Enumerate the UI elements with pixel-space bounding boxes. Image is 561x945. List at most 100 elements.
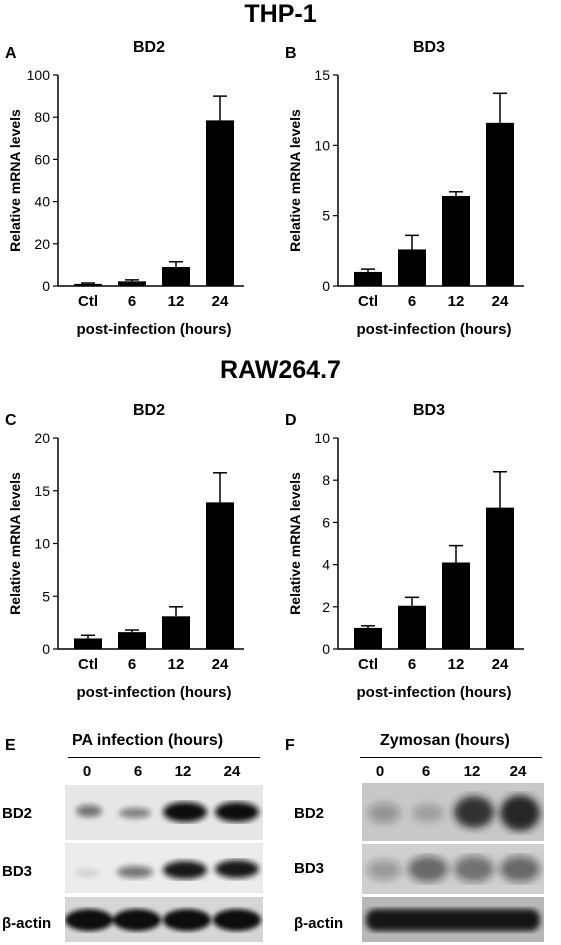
- blot-f-lane-2: 12: [463, 763, 481, 780]
- band: [213, 909, 261, 931]
- panel-label-e: E: [5, 737, 16, 754]
- blot-f-title: Zymosan (hours): [380, 732, 510, 749]
- x-tick-label: 6: [408, 293, 416, 310]
- x-axis-label: post-infection (hours): [77, 321, 232, 338]
- y-tick-label: 10: [34, 536, 50, 552]
- y-tick-label: 60: [34, 151, 50, 167]
- blot-f-strip-bd3: [362, 844, 544, 894]
- band: [408, 856, 448, 882]
- band: [119, 808, 151, 818]
- x-axis-label: post-infection (hours): [357, 684, 512, 701]
- y-tick-label: 0: [42, 278, 50, 294]
- y-tick-label: 20: [34, 430, 50, 446]
- y-tick-label: 8: [322, 472, 330, 488]
- panel-label-c: C: [5, 412, 17, 429]
- blot-f-rule: [360, 757, 542, 758]
- x-tick-label: 6: [128, 656, 136, 673]
- chart-c: BD2 0 5 10 15 20 Relative mRNA levels Ctl 6 12 24 p…: [7, 402, 244, 701]
- blot-f: Zymosan (hours) 0 6 12 24 BD2 BD3 β-acti…: [280, 730, 561, 945]
- x-tick-label: Ctl: [358, 656, 378, 673]
- blot-f-strip-actin: [362, 897, 544, 942]
- bar: [442, 195, 470, 286]
- band: [215, 802, 259, 822]
- y-axis-label: Relative mRNA levels: [287, 472, 303, 615]
- blot-e: PA infection (hours) 0 6 12 24 BD2 BD3 β…: [0, 730, 280, 945]
- bar: [398, 605, 426, 649]
- blot-e-lane-1: 6: [133, 763, 143, 780]
- y-tick-label: 2: [322, 599, 330, 615]
- chart-title: BD3: [413, 39, 445, 56]
- y-tick-label: 0: [42, 641, 50, 657]
- y-tick-label: 100: [27, 67, 51, 83]
- bar: [206, 120, 234, 287]
- x-tick-label: 6: [128, 293, 136, 310]
- panel-label-a: A: [5, 45, 17, 62]
- blot-f-label-actin: β-actin: [294, 915, 344, 932]
- x-tick-label: 12: [168, 293, 185, 310]
- y-tick-label: 40: [34, 194, 50, 210]
- x-tick-label: 24: [212, 293, 229, 310]
- x-tick-label: 24: [492, 293, 509, 310]
- band: [368, 803, 400, 823]
- y-tick-label: 15: [314, 67, 330, 83]
- chart-title: BD3: [413, 402, 445, 419]
- blot-f-lane-1: 6: [421, 763, 431, 780]
- y-axis-label: Relative mRNA levels: [7, 472, 23, 615]
- x-tick-label: 12: [168, 656, 185, 673]
- bar: [354, 271, 382, 286]
- y-axis-label: Relative mRNA levels: [287, 109, 303, 252]
- blot-e-strip-actin: [65, 897, 263, 942]
- blot-f-strip-bd2: [362, 783, 544, 841]
- bar: [486, 507, 514, 649]
- band: [117, 866, 153, 878]
- band: [65, 909, 113, 931]
- band: [454, 856, 494, 882]
- band: [367, 860, 401, 880]
- bar: [74, 638, 102, 649]
- bar: [74, 283, 102, 286]
- blot-e-title: PA infection (hours): [72, 732, 224, 749]
- bar: [486, 122, 514, 287]
- x-tick-label: 24: [492, 656, 509, 673]
- blot-e-lane-2: 12: [174, 763, 192, 780]
- y-axis-label: Relative mRNA levels: [7, 109, 23, 252]
- bar: [442, 562, 470, 649]
- blot-e-strip-bd2: [65, 785, 263, 840]
- band: [500, 795, 540, 831]
- blot-e-lane-3: 24: [223, 763, 241, 780]
- y-tick-label: 10: [314, 137, 330, 153]
- chart-title: BD2: [133, 402, 165, 419]
- x-tick-label: 12: [448, 293, 465, 310]
- bar: [118, 281, 146, 286]
- band: [412, 804, 444, 822]
- band: [163, 861, 207, 879]
- panel-label-b: B: [285, 45, 297, 62]
- x-tick-label: 12: [448, 656, 465, 673]
- blot-f-label-bd2: BD2: [294, 805, 325, 822]
- chart-a: BD2 0 20 40 60 80 100 Relative mRNA levels Ctl 6 1…: [7, 39, 244, 338]
- band: [76, 805, 102, 817]
- y-tick-label: 15: [34, 483, 50, 499]
- y-tick-label: 0: [322, 641, 330, 657]
- bar: [162, 616, 190, 649]
- band: [500, 856, 540, 882]
- panel-label-f: F: [285, 737, 295, 754]
- blot-e-rule: [68, 757, 260, 758]
- blot-e-lane-0: 0: [82, 763, 92, 780]
- x-tick-label: 6: [408, 656, 416, 673]
- x-tick-label: 24: [212, 656, 229, 673]
- blot-f-lane-0: 0: [375, 763, 385, 780]
- blot-e-label-bd2: BD2: [2, 805, 33, 822]
- x-tick-label: Ctl: [78, 293, 98, 310]
- bar: [162, 267, 190, 286]
- panel-label-d: D: [285, 412, 297, 429]
- band: [366, 909, 540, 931]
- band: [163, 802, 207, 822]
- blot-f-label-bd3: BD3: [294, 860, 325, 877]
- y-tick-label: 6: [322, 514, 330, 530]
- bar: [118, 632, 146, 649]
- band: [215, 860, 259, 878]
- y-tick-label: 5: [322, 208, 330, 224]
- thp1-heading: THP-1: [244, 0, 317, 28]
- x-axis-label: post-infection (hours): [77, 684, 232, 701]
